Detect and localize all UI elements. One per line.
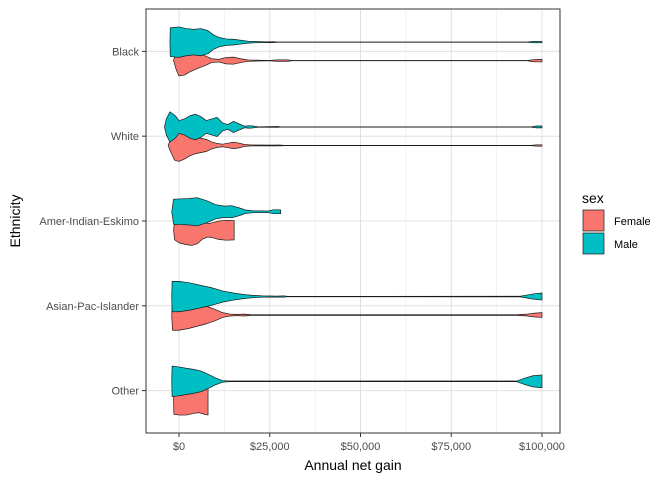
legend-label-male: Male xyxy=(614,239,638,251)
legend-title: sex xyxy=(582,190,604,206)
violin-male-asian-pac-islander xyxy=(171,281,543,313)
legend: sex Female Male xyxy=(582,190,651,255)
x-tick-label: $25,000 xyxy=(250,441,290,453)
x-axis-title: Annual net gain xyxy=(304,457,401,473)
y-tick-label: Asian-Pac-Islander xyxy=(46,301,139,313)
legend-label-female: Female xyxy=(614,216,651,228)
grid xyxy=(146,9,560,433)
y-axis-title: Ethnicity xyxy=(7,195,23,248)
violins xyxy=(164,26,543,416)
y-tick-label: Other xyxy=(111,386,139,398)
x-tick-label: $0 xyxy=(173,441,185,453)
violin-male-black xyxy=(169,26,543,58)
y-tick-label: White xyxy=(111,131,139,143)
violin-female-white xyxy=(167,129,543,162)
violin-female-asian-pac-islander xyxy=(171,299,543,331)
violin-male-amer-indian-eskimo xyxy=(171,197,281,227)
x-axis: $0 $25,000 $50,000 $75,000 $100,000 xyxy=(173,433,565,453)
legend-entries: Female Male xyxy=(582,209,651,255)
x-tick-label: $75,000 xyxy=(431,441,471,453)
violin-female-black xyxy=(173,45,543,77)
legend-key-female xyxy=(582,209,605,232)
violin-male-white xyxy=(164,111,543,143)
y-tick-label: Amer-Indian-Eskimo xyxy=(39,216,139,228)
x-tick-label: $100,000 xyxy=(519,441,565,453)
violin-male-other xyxy=(171,365,543,397)
y-axis: Black White Amer-Indian-Eskimo Asian-Pac-Is… xyxy=(39,46,146,398)
legend-key-male xyxy=(582,232,605,255)
y-tick-label: Black xyxy=(112,46,139,58)
x-tick-label: $50,000 xyxy=(341,441,381,453)
